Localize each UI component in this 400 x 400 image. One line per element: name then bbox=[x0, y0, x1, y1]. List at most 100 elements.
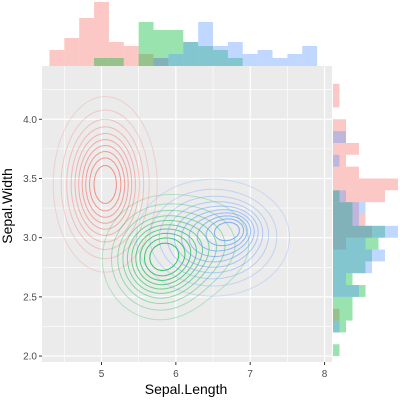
density-contour-line bbox=[70, 126, 140, 243]
x-axis-title: Sepal.Length bbox=[145, 381, 228, 397]
top-histogram-bar bbox=[242, 54, 258, 66]
top-histogram-bar bbox=[257, 50, 273, 66]
top-histogram-bar bbox=[213, 50, 228, 66]
top-histogram-bar bbox=[153, 58, 169, 66]
x-tick-label: 8 bbox=[322, 369, 328, 380]
right-histogram-bar bbox=[333, 273, 346, 286]
right-histogram-bar bbox=[333, 131, 346, 143]
right-histogram-bar bbox=[333, 308, 353, 321]
top-histogram-bar bbox=[108, 42, 124, 66]
density-contour-line bbox=[126, 219, 210, 294]
top-histogram-bar bbox=[272, 58, 288, 66]
density-contour-line bbox=[52, 96, 158, 273]
top-histogram-bar bbox=[138, 54, 154, 66]
density-contour-line bbox=[149, 242, 180, 272]
right-histogram-bar bbox=[333, 214, 366, 226]
right-histogram-bar bbox=[333, 237, 379, 250]
density-contour-line bbox=[143, 237, 186, 277]
right-histogram-bar bbox=[333, 131, 346, 143]
top-histogram-bar bbox=[168, 30, 184, 66]
top-histogram-bar bbox=[213, 46, 228, 66]
right-histogram-bar bbox=[333, 202, 359, 214]
right-histogram-bar bbox=[333, 154, 340, 167]
right-histogram-bar bbox=[333, 225, 385, 238]
top-histogram-bar bbox=[198, 22, 214, 66]
density-contours bbox=[52, 96, 291, 321]
right-histogram-bar bbox=[333, 261, 372, 274]
density-contour-line bbox=[135, 228, 197, 286]
right-histogram-bar bbox=[333, 273, 353, 286]
right-histogram-bar bbox=[333, 308, 340, 321]
top-histogram-bar bbox=[64, 38, 80, 66]
density-contour-line bbox=[89, 157, 122, 212]
density-contour-line bbox=[213, 221, 240, 242]
top-histogram-bar bbox=[49, 50, 65, 66]
right-histogram-bar bbox=[333, 225, 372, 238]
right-histogram-bar bbox=[333, 237, 346, 250]
right-histogram-bar bbox=[333, 166, 359, 179]
y-tick-label: 2.0 bbox=[23, 352, 37, 363]
top-histogram-bar bbox=[287, 54, 303, 66]
top-histogram-bar bbox=[198, 46, 214, 66]
top-histogram-bar bbox=[227, 42, 243, 66]
density-contour-line bbox=[110, 203, 236, 311]
right-histogram-bar bbox=[333, 83, 340, 96]
x-tick-label: 5 bbox=[99, 369, 105, 380]
right-histogram-bar bbox=[333, 344, 340, 357]
top-histogram-bar bbox=[153, 30, 169, 66]
density-contour-line bbox=[66, 118, 145, 250]
right-histogram-bar bbox=[333, 225, 398, 238]
right-histogram-bar bbox=[333, 202, 366, 214]
density-contour-line bbox=[173, 205, 259, 268]
x-tick-label: 7 bbox=[247, 369, 253, 380]
top-histogram-bar bbox=[94, 58, 109, 66]
x-tick-label: 6 bbox=[173, 369, 179, 380]
top-histogram-bar bbox=[123, 46, 139, 66]
density-contour-line bbox=[78, 139, 133, 230]
right-histogram-bar bbox=[333, 95, 340, 108]
density-contour-line bbox=[166, 201, 264, 274]
density-contour-line bbox=[81, 145, 129, 224]
top-histogram-bar bbox=[94, 2, 109, 66]
density-contour-line bbox=[139, 232, 192, 281]
density-contour-group bbox=[52, 96, 158, 273]
density-contour-line bbox=[180, 209, 255, 263]
right-histogram-bar bbox=[333, 190, 385, 203]
right-histogram-bar bbox=[333, 190, 340, 203]
right-histogram-bar bbox=[333, 119, 346, 132]
density-contour-line bbox=[149, 188, 278, 287]
density-contour-line bbox=[122, 215, 217, 299]
density-contour-group bbox=[101, 193, 250, 321]
right-histogram-bar bbox=[333, 142, 359, 155]
right-histogram-bar bbox=[333, 261, 366, 274]
right-histogram-bar bbox=[333, 214, 359, 226]
right-histogram-bar bbox=[333, 249, 385, 262]
top-histogram-bar bbox=[302, 46, 318, 66]
y-tick-label: 3.5 bbox=[23, 174, 37, 185]
y-axis-title: Sepal.Width bbox=[0, 168, 15, 243]
right-marginal-histogram bbox=[333, 83, 398, 357]
y-axis-ticks: 2.0 2.5 3.0 3.5 4.0 bbox=[23, 115, 42, 363]
top-histogram-bar bbox=[79, 18, 95, 66]
density-contour-line bbox=[196, 215, 248, 252]
top-marginal-histogram bbox=[49, 2, 318, 66]
right-histogram-bar bbox=[333, 296, 353, 309]
density-contour-group bbox=[136, 178, 291, 297]
right-histogram-bar bbox=[333, 320, 346, 333]
right-histogram-bar bbox=[333, 178, 398, 191]
density-contour-line bbox=[74, 132, 136, 236]
density-contour-line bbox=[60, 109, 150, 260]
top-histogram-bar bbox=[227, 58, 243, 66]
right-histogram-bar bbox=[333, 249, 372, 262]
density-contour-line bbox=[158, 195, 270, 280]
right-histogram-bar bbox=[333, 320, 340, 333]
right-histogram-bar bbox=[333, 285, 359, 297]
top-histogram-bar bbox=[108, 58, 124, 66]
top-histogram-bar bbox=[138, 22, 154, 66]
top-histogram-bar bbox=[183, 42, 199, 66]
density-contour-line bbox=[93, 164, 117, 204]
right-histogram-bar bbox=[333, 237, 366, 250]
right-histogram-bar bbox=[333, 285, 366, 297]
top-histogram-bar bbox=[153, 58, 169, 66]
